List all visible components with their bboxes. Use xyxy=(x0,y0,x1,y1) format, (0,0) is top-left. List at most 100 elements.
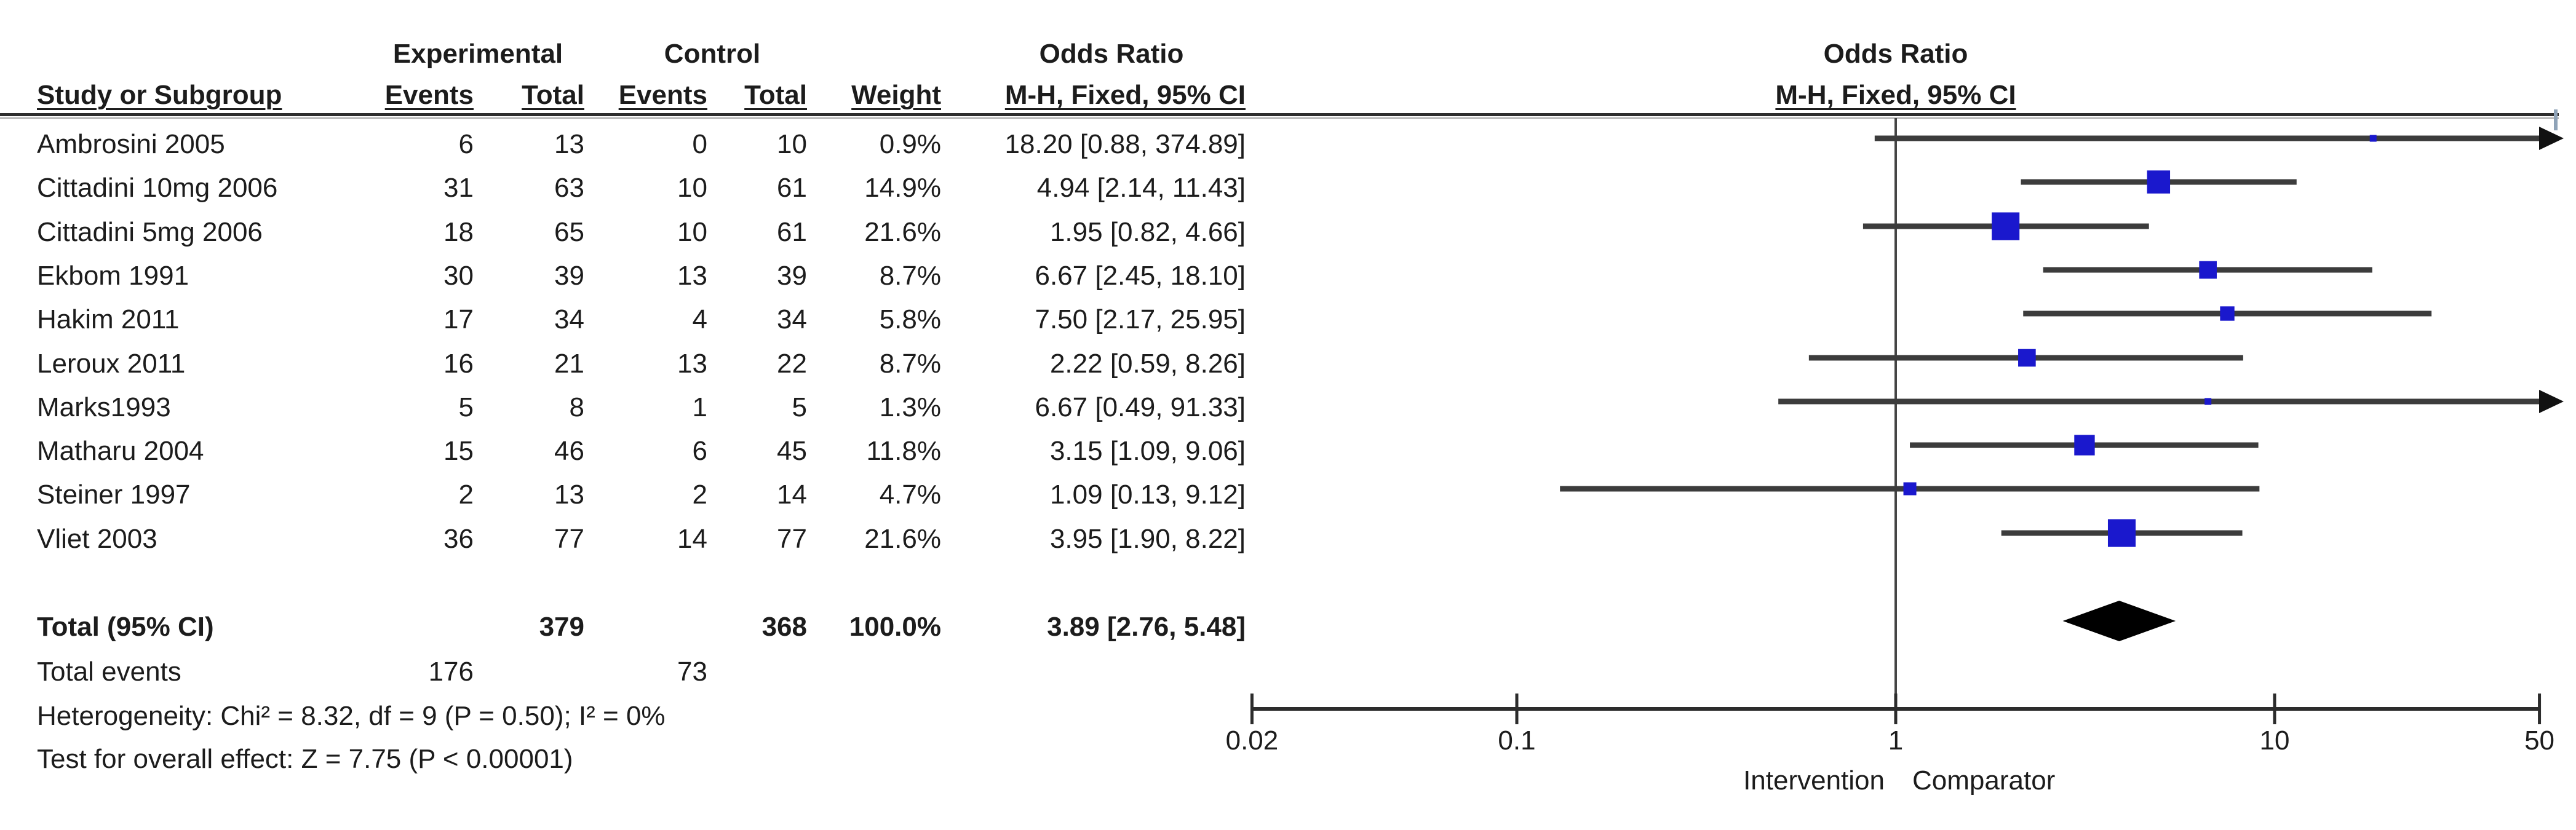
favours-left-label: Intervention xyxy=(1743,765,1885,796)
plot-header-mh-fixed-ci: M-H, Fixed, 95% CI xyxy=(1775,80,2016,110)
control-events-value: 6 xyxy=(692,436,707,466)
experimental-events-value: 16 xyxy=(443,349,474,379)
experimental-events-value: 36 xyxy=(443,524,474,554)
column-header-weight: Weight xyxy=(851,80,941,110)
total-row-label: Total (95% CI) xyxy=(37,612,214,642)
odds-ratio-ci-value: 3.95 [1.90, 8.22] xyxy=(1049,524,1246,554)
control-total-value: 61 xyxy=(777,173,807,203)
control-events-value: 4 xyxy=(692,304,707,334)
study-name: Cittadini 5mg 2006 xyxy=(37,217,263,247)
study-name: Vliet 2003 xyxy=(37,524,157,554)
experimental-total-value: 21 xyxy=(554,349,584,379)
weight-value: 1.3% xyxy=(879,392,941,422)
experimental-total-value: 65 xyxy=(554,217,584,247)
axis-tick-label: 10 xyxy=(2260,725,2290,756)
odds-ratio-ci-value: 18.20 [0.88, 374.89] xyxy=(1004,129,1246,159)
control-events-value: 10 xyxy=(677,173,707,203)
experimental-total-value: 13 xyxy=(554,480,584,510)
control-total-value: 45 xyxy=(777,436,807,466)
axis-tick-label: 1 xyxy=(1888,725,1903,756)
weight-value: 8.7% xyxy=(879,349,941,379)
study-name: Ambrosini 2005 xyxy=(37,129,225,159)
weight-value: 0.9% xyxy=(879,129,941,159)
favours-right-label: Comparator xyxy=(1912,765,2055,796)
odds-ratio-ci-value: 6.67 [2.45, 18.10] xyxy=(1035,261,1246,291)
effect-square xyxy=(2107,519,2136,547)
control-total-value: 22 xyxy=(777,349,807,379)
heterogeneity-line: Heterogeneity: Chi² = 8.32, df = 9 (P = … xyxy=(37,701,666,731)
experimental-events-value: 15 xyxy=(443,436,474,466)
column-header-ctrl-events: Events xyxy=(618,80,707,110)
experimental-events-value: 6 xyxy=(458,129,474,159)
total-weight: 100.0% xyxy=(849,612,941,642)
effect-square xyxy=(2220,306,2235,321)
odds-ratio-ci-value: 7.50 [2.17, 25.95] xyxy=(1035,304,1246,334)
control-events-value: 14 xyxy=(677,524,707,554)
experimental-total-value: 46 xyxy=(554,436,584,466)
column-group-odds-ratio: Odds Ratio xyxy=(1039,39,1184,69)
odds-ratio-ci-value: 6.67 [0.49, 91.33] xyxy=(1035,392,1246,422)
experimental-events-value: 30 xyxy=(443,261,474,291)
odds-ratio-ci-value: 1.09 [0.13, 9.12] xyxy=(1049,480,1246,510)
experimental-events-value: 31 xyxy=(443,173,474,203)
experimental-total-value: 63 xyxy=(554,173,584,203)
total-events-ctrl: 73 xyxy=(677,657,707,687)
header-separator-line xyxy=(0,113,2559,116)
total-diamond xyxy=(2062,601,2176,641)
total-exp-total: 379 xyxy=(539,612,584,642)
experimental-total-value: 8 xyxy=(569,392,584,422)
effect-square xyxy=(2074,435,2095,456)
effect-square xyxy=(2147,170,2171,194)
effect-square xyxy=(1903,482,1917,496)
weight-value: 21.6% xyxy=(864,217,941,247)
weight-value: 4.7% xyxy=(879,480,941,510)
experimental-total-value: 77 xyxy=(554,524,584,554)
effect-square xyxy=(1992,212,2020,240)
total-estimate: 3.89 [2.76, 5.48] xyxy=(1047,612,1246,642)
effect-square xyxy=(2369,135,2377,142)
weight-value: 5.8% xyxy=(879,304,941,334)
experimental-total-value: 34 xyxy=(554,304,584,334)
experimental-events-value: 2 xyxy=(458,480,474,510)
control-events-value: 0 xyxy=(692,129,707,159)
weight-value: 21.6% xyxy=(864,524,941,554)
experimental-events-value: 17 xyxy=(443,304,474,334)
effect-square xyxy=(2204,398,2212,405)
total-ctrl-total: 368 xyxy=(761,612,807,642)
control-events-value: 13 xyxy=(677,261,707,291)
control-events-value: 2 xyxy=(692,480,707,510)
effect-square xyxy=(2018,349,2036,367)
weight-value: 14.9% xyxy=(864,173,941,203)
control-events-value: 1 xyxy=(692,392,707,422)
plot-header-odds-ratio: Odds Ratio xyxy=(1823,39,1968,69)
study-name: Hakim 2011 xyxy=(37,304,180,334)
study-name: Ekbom 1991 xyxy=(37,261,189,291)
overall-effect-line: Test for overall effect: Z = 7.75 (P < 0… xyxy=(37,744,573,774)
odds-ratio-ci-value: 4.94 [2.14, 11.43] xyxy=(1036,173,1246,203)
effect-square xyxy=(2199,261,2217,279)
total-events-exp: 176 xyxy=(428,657,474,687)
control-total-value: 77 xyxy=(777,524,807,554)
control-events-value: 13 xyxy=(677,349,707,379)
odds-ratio-ci-value: 1.95 [0.82, 4.66] xyxy=(1049,217,1246,247)
header-separator-line-light xyxy=(0,117,2559,119)
experimental-total-value: 13 xyxy=(554,129,584,159)
axis-tick-label: 0.1 xyxy=(1498,725,1535,756)
study-name: Steiner 1997 xyxy=(37,480,191,510)
control-total-value: 5 xyxy=(792,392,807,422)
column-group-control: Control xyxy=(664,39,761,69)
odds-ratio-ci-value: 2.22 [0.59, 8.26] xyxy=(1049,349,1246,379)
column-header-exp-total: Total xyxy=(522,80,584,110)
experimental-total-value: 39 xyxy=(554,261,584,291)
weight-value: 11.8% xyxy=(866,436,942,466)
control-events-value: 10 xyxy=(677,217,707,247)
experimental-events-value: 5 xyxy=(458,392,474,422)
study-name: Matharu 2004 xyxy=(37,436,204,466)
study-name: Marks1993 xyxy=(37,392,171,422)
ci-arrow-right xyxy=(2539,390,2564,413)
column-header-ctrl-total: Total xyxy=(744,80,807,110)
control-total-value: 14 xyxy=(777,480,807,510)
odds-ratio-ci-value: 3.15 [1.09, 9.06] xyxy=(1049,436,1246,466)
